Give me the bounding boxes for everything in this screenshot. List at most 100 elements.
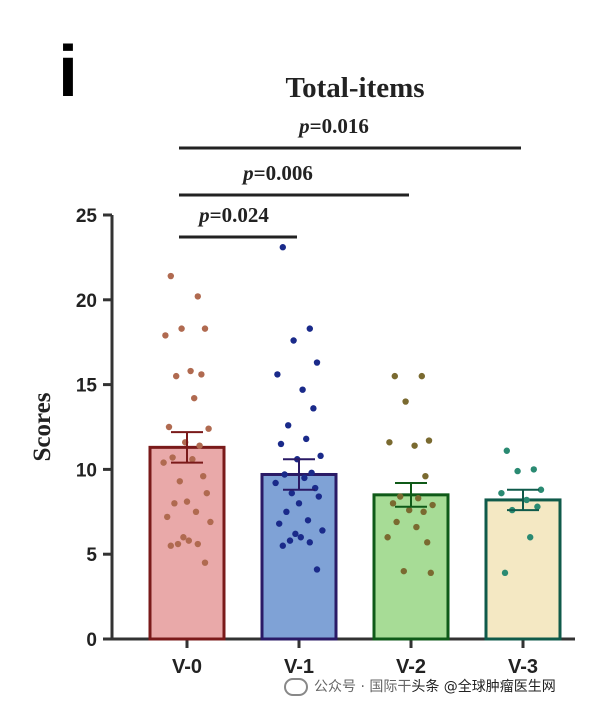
chart-title: Total-items bbox=[285, 72, 424, 104]
y-tick-label: 0 bbox=[86, 630, 97, 651]
data-point bbox=[498, 489, 505, 497]
data-point bbox=[429, 501, 436, 509]
data-point bbox=[299, 386, 306, 393]
data-point bbox=[397, 493, 404, 500]
data-point bbox=[386, 439, 393, 446]
data-point bbox=[313, 359, 321, 366]
data-point bbox=[180, 534, 187, 541]
p-value-label: p=0.006 bbox=[241, 161, 313, 185]
panel-letter: i bbox=[58, 32, 79, 112]
bar-V-2 bbox=[372, 493, 450, 641]
data-point bbox=[276, 520, 283, 527]
x-tick-label: V-1 bbox=[284, 656, 314, 678]
data-points bbox=[160, 244, 545, 577]
data-point bbox=[527, 534, 534, 541]
x-tick-label: V-0 bbox=[172, 656, 202, 678]
data-point bbox=[425, 437, 433, 444]
data-point bbox=[279, 542, 286, 549]
watermark-highlight: 头条 @全球肿瘤医生网 bbox=[411, 679, 556, 695]
data-point bbox=[277, 440, 285, 448]
y-tick-label: 15 bbox=[76, 376, 98, 397]
data-point bbox=[281, 471, 288, 478]
data-point bbox=[315, 493, 322, 500]
data-point bbox=[185, 537, 192, 544]
data-point bbox=[174, 540, 182, 548]
data-point bbox=[393, 518, 400, 526]
data-point bbox=[313, 566, 321, 573]
data-point bbox=[196, 442, 203, 449]
data-point bbox=[288, 489, 295, 497]
data-point bbox=[203, 489, 210, 497]
data-point bbox=[418, 372, 425, 380]
data-point bbox=[301, 474, 308, 482]
data-point bbox=[530, 466, 537, 473]
data-point bbox=[290, 337, 297, 344]
data-point bbox=[272, 479, 279, 487]
data-point bbox=[286, 537, 294, 544]
data-point bbox=[194, 293, 201, 300]
data-point bbox=[402, 398, 409, 405]
data-point bbox=[310, 405, 317, 412]
data-point bbox=[207, 518, 214, 526]
data-point bbox=[285, 422, 292, 429]
data-point bbox=[178, 325, 185, 332]
p-value-label: p=0.024 bbox=[197, 203, 269, 227]
data-point bbox=[424, 539, 431, 546]
data-point bbox=[160, 459, 167, 466]
bars bbox=[148, 445, 562, 641]
x-tick-label: V-3 bbox=[508, 656, 538, 678]
y-tick-label: 25 bbox=[76, 206, 98, 227]
data-point bbox=[501, 569, 509, 577]
data-point bbox=[274, 371, 281, 378]
data-point bbox=[384, 534, 391, 541]
data-point bbox=[306, 539, 313, 546]
data-point bbox=[308, 469, 315, 476]
data-point bbox=[415, 495, 422, 502]
data-point bbox=[292, 530, 299, 538]
data-point bbox=[162, 332, 169, 339]
data-point bbox=[304, 517, 312, 524]
data-point bbox=[191, 394, 198, 402]
data-point bbox=[187, 367, 194, 375]
data-point bbox=[194, 540, 201, 548]
significance-brackets: p=0.024 p=0.006 p=0.016 bbox=[179, 114, 521, 239]
data-point bbox=[420, 508, 427, 515]
y-axis-label: Scores bbox=[29, 392, 56, 461]
data-point bbox=[319, 527, 326, 534]
data-point bbox=[303, 435, 310, 443]
data-point bbox=[411, 442, 418, 449]
data-point bbox=[523, 496, 530, 504]
data-point bbox=[283, 508, 290, 515]
watermark: 公众号 · 国际干头条 @全球肿瘤医生网 bbox=[284, 676, 556, 696]
data-point bbox=[537, 486, 545, 493]
data-point bbox=[389, 500, 397, 507]
data-point bbox=[189, 456, 196, 463]
data-point bbox=[297, 534, 304, 541]
data-point bbox=[198, 371, 205, 378]
data-point bbox=[165, 423, 173, 431]
data-point bbox=[183, 498, 191, 505]
y-tick-label: 5 bbox=[86, 545, 97, 566]
data-point bbox=[200, 472, 207, 480]
x-tick-label: V-2 bbox=[396, 656, 426, 678]
watermark-prefix: 公众号 · 国际干 bbox=[314, 679, 412, 695]
y-tick-label: 20 bbox=[76, 291, 97, 312]
data-point bbox=[391, 372, 398, 380]
data-point bbox=[406, 506, 413, 514]
bar-V-1 bbox=[260, 472, 338, 641]
data-point bbox=[413, 523, 420, 531]
data-point bbox=[317, 452, 324, 460]
data-point bbox=[167, 542, 174, 549]
data-point bbox=[427, 569, 434, 577]
error-bars bbox=[171, 431, 539, 512]
data-point bbox=[192, 508, 200, 515]
wechat-icon bbox=[284, 678, 308, 696]
bar-V-3 bbox=[484, 498, 562, 641]
data-point bbox=[422, 472, 429, 480]
data-point bbox=[503, 447, 510, 454]
data-point bbox=[167, 272, 174, 280]
data-point bbox=[201, 559, 209, 566]
data-point bbox=[279, 244, 286, 251]
data-point bbox=[205, 425, 212, 432]
